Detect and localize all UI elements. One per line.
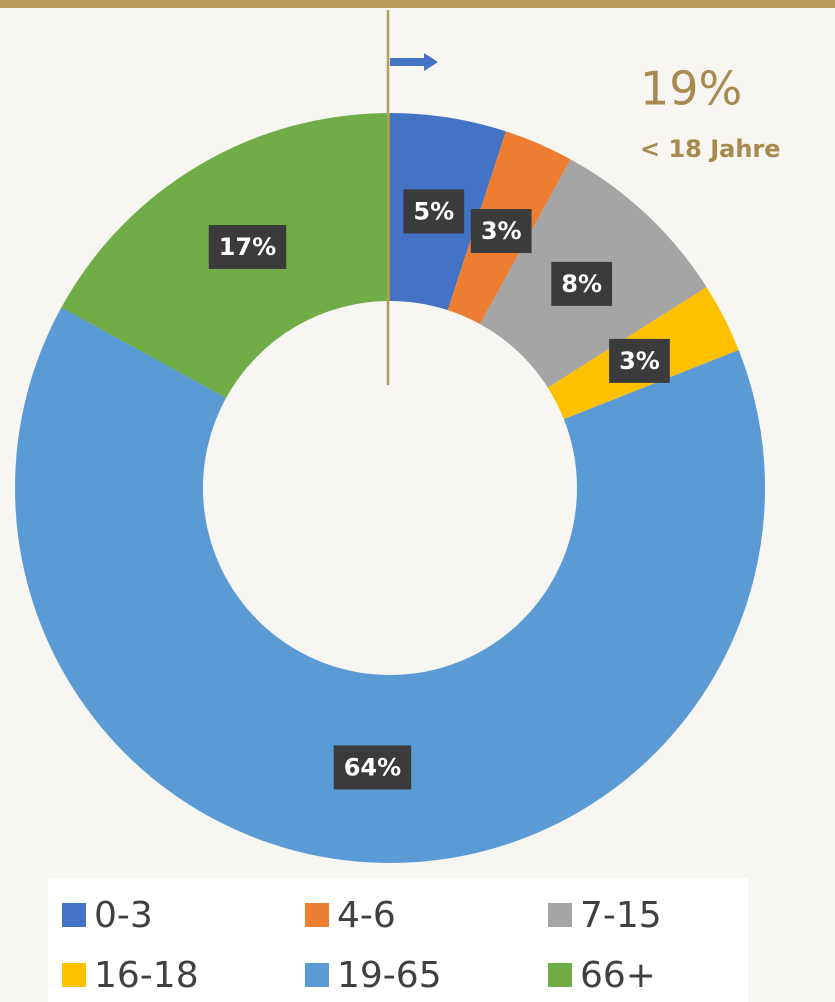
data-label-box <box>551 261 613 306</box>
legend: 0-3 4-6 7-15 16-18 19-65 66+ <box>62 895 662 996</box>
legend-label: 66+ <box>580 955 656 996</box>
legend-box <box>48 878 748 1002</box>
legend-swatch <box>305 903 329 927</box>
legend-label: 7-15 <box>580 895 662 936</box>
data-label: 64% <box>344 753 401 781</box>
annotation-value: 19% <box>640 62 742 116</box>
data-label-box <box>333 745 412 790</box>
arrow-head <box>424 53 438 71</box>
data-label-box <box>470 209 532 254</box>
data-label: 17% <box>219 233 276 261</box>
data-label: 3% <box>619 347 660 375</box>
data-label: 8% <box>561 270 602 298</box>
data-label: 5% <box>413 197 454 225</box>
data-label-box <box>208 224 287 269</box>
data-label: 3% <box>481 217 522 245</box>
legend-label: 19-65 <box>337 955 442 996</box>
top-border <box>0 0 835 8</box>
data-label-box <box>403 189 465 234</box>
annotation-text: < 18 Jahre <box>640 135 781 163</box>
legend-swatch <box>305 963 329 987</box>
legend-swatch <box>62 963 86 987</box>
legend-label: 0-3 <box>94 895 153 936</box>
donut-slice <box>14 307 766 864</box>
legend-label: 4-6 <box>337 895 396 936</box>
legend-swatch <box>548 963 572 987</box>
data-labels: 5% 3% 8% 3% 64% 17% <box>208 189 670 790</box>
legend-swatch <box>548 903 572 927</box>
data-label-box <box>609 338 670 383</box>
legend-label: 16-18 <box>94 955 199 996</box>
legend-swatch <box>62 903 86 927</box>
